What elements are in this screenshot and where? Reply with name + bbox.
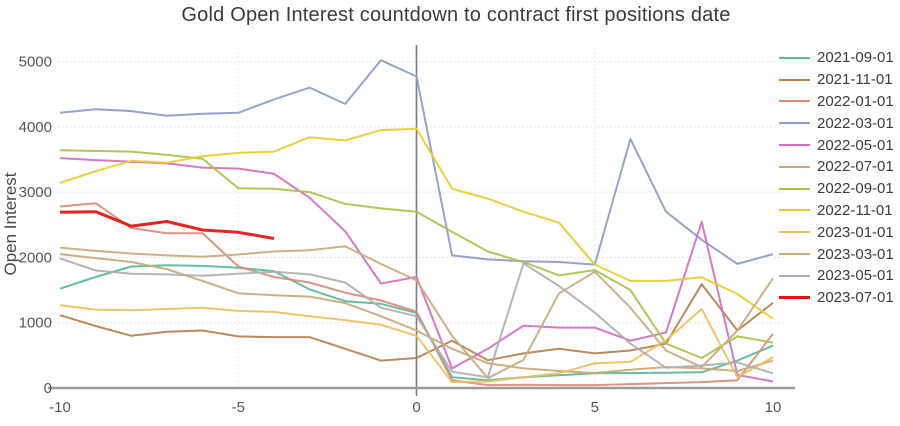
- legend-label: 2022-01-01: [817, 92, 894, 110]
- legend-item-2022-03-01[interactable]: 2022-03-01: [779, 112, 899, 134]
- y-axis-title: Open Interest: [1, 172, 20, 275]
- legend-label: 2021-09-01: [817, 49, 894, 67]
- y-tick-label-1000: 1000: [19, 315, 52, 332]
- y-tick-label-5000: 5000: [19, 54, 52, 71]
- legend-swatch: [779, 209, 810, 212]
- legend-swatch: [779, 187, 810, 190]
- legend-swatch: [779, 122, 810, 125]
- y-tick-label-4000: 4000: [19, 119, 52, 136]
- x-tick-label-10: 10: [765, 399, 782, 416]
- legend-label: 2022-07-01: [817, 158, 894, 176]
- legend-swatch: [779, 78, 810, 81]
- series-line-2022-01-01: [59, 202, 774, 387]
- legend-label: 2022-11-01: [817, 201, 893, 219]
- legend-swatch: [779, 56, 810, 59]
- legend-label: 2021-11-01: [817, 71, 893, 89]
- chart-title: Gold Open Interest countdown to contract…: [181, 4, 731, 26]
- legend-label: 2023-07-01: [817, 289, 894, 307]
- legend-item-2022-01-01[interactable]: 2022-01-01: [779, 91, 899, 113]
- legend-swatch: [779, 253, 810, 256]
- legend-label: 2023-05-01: [817, 267, 894, 285]
- legend-label: 2022-09-01: [817, 180, 894, 198]
- legend-item-2022-07-01[interactable]: 2022-07-01: [779, 156, 899, 178]
- legend-item-2021-09-01[interactable]: 2021-09-01: [779, 47, 899, 69]
- series-line-2022-07-01: [59, 253, 774, 374]
- legend-item-2023-05-01[interactable]: 2023-05-01: [779, 265, 899, 287]
- chart-legend: 2021-09-01 2021-11-01 2022-01-01 2022-03-01…: [779, 47, 899, 309]
- y-tick-label-2000: 2000: [19, 249, 52, 266]
- legend-item-2021-11-01[interactable]: 2021-11-01: [779, 69, 899, 91]
- legend-label: 2023-03-01: [817, 245, 894, 263]
- legend-item-2022-11-01[interactable]: 2022-11-01: [779, 200, 899, 222]
- series-line-2023-07-01: [59, 210, 275, 240]
- y-tick-label-3000: 3000: [19, 184, 52, 201]
- legend-swatch: [779, 274, 810, 277]
- legend-label: 2022-03-01: [817, 114, 894, 132]
- series-line-2023-03-01: [59, 245, 774, 380]
- y-tick-label-0: 0: [44, 380, 52, 397]
- legend-item-2022-05-01[interactable]: 2022-05-01: [779, 134, 899, 156]
- legend-swatch: [779, 100, 810, 103]
- x-tick-label-0: 0: [412, 399, 420, 416]
- legend-item-2023-03-01[interactable]: 2023-03-01: [779, 243, 899, 265]
- legend-item-2023-01-01[interactable]: 2023-01-01: [779, 221, 899, 243]
- x-tick-label-5: 5: [591, 399, 599, 416]
- series-line-2022-11-01: [59, 127, 774, 320]
- series-line-2023-01-01: [59, 304, 774, 384]
- series-line-2022-09-01: [59, 149, 774, 359]
- legend-item-2022-09-01[interactable]: 2022-09-01: [779, 178, 899, 200]
- x-tick-label--10: -10: [49, 399, 71, 416]
- legend-label: 2022-05-01: [817, 136, 894, 154]
- legend-swatch: [779, 144, 810, 147]
- legend-swatch: [779, 231, 810, 234]
- x-tick-label--5: -5: [232, 399, 245, 416]
- legend-item-2023-07-01[interactable]: 2023-07-01: [779, 287, 899, 309]
- legend-swatch: [779, 165, 810, 168]
- series-line-2021-11-01: [59, 283, 774, 362]
- series-line-2022-03-01: [59, 59, 774, 266]
- series-line-2023-05-01: [59, 257, 774, 379]
- legend-label: 2023-01-01: [817, 223, 894, 241]
- legend-swatch: [779, 296, 810, 300]
